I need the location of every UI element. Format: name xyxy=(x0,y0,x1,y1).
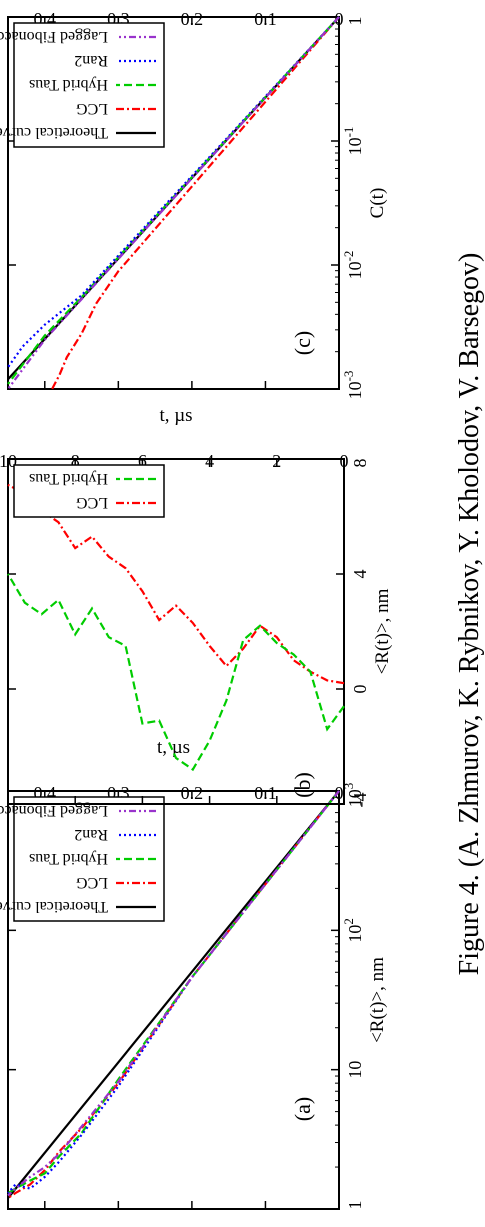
legend-label: Theoretical curve xyxy=(0,124,108,141)
legend-box xyxy=(13,796,165,922)
y-tick-label: 4 xyxy=(350,570,370,579)
series-line-lcg xyxy=(7,790,340,1199)
plot-frame xyxy=(7,458,345,805)
series-line-lcg xyxy=(51,16,340,390)
plot-frame xyxy=(7,16,340,390)
legend-box xyxy=(13,22,165,148)
panel-label: (c) xyxy=(290,331,315,355)
x-axis-label: t, µs xyxy=(157,737,190,758)
x-tick-label: 0.2 xyxy=(181,783,204,803)
x-tick-label: 0 xyxy=(335,783,344,803)
y-tick-label: 8 xyxy=(350,459,370,468)
x-tick-label: 2 xyxy=(272,451,281,471)
y-tick-label: 10-2 xyxy=(341,251,365,280)
x-tick-label: 0.1 xyxy=(254,783,277,803)
legend-label: Ran2 xyxy=(74,826,108,843)
series-line-ran2 xyxy=(7,16,340,368)
y-tick-label: -4 xyxy=(350,793,370,808)
y-tick-label: 10-1 xyxy=(341,127,365,156)
y-axis-label: <R(t)>, nm xyxy=(367,957,388,1043)
panel-label: (a) xyxy=(290,1097,315,1121)
series-line-theoretical-curve xyxy=(7,790,340,1199)
legend-label: Hybrid Taus xyxy=(29,76,108,93)
chart-panel-2: 0 2 4 6 8 10 t, µs -4 0 4 8 <R(t)>, nm (b) LCG Hybrid … xyxy=(0,405,393,808)
y-tick-label: 10-3 xyxy=(341,371,365,400)
series-line-hybrid-taus xyxy=(7,573,345,772)
x-tick-label: 8 xyxy=(71,451,80,471)
legend-label: LCG xyxy=(76,494,108,511)
x-tick-label: 0 xyxy=(340,451,349,471)
y-tick-label: 0 xyxy=(350,685,370,694)
legend-label: LCG xyxy=(76,874,108,891)
series-line-lcg xyxy=(7,483,345,685)
legend-label: Theoretical curve xyxy=(0,898,108,915)
series-line-hybrid-taus xyxy=(7,16,340,385)
x-tick-label: 10 xyxy=(0,451,17,471)
x-tick-label: 0 xyxy=(335,9,344,29)
y-tick-label: 1 xyxy=(345,1201,365,1210)
y-axis-label: C(t) xyxy=(367,188,388,219)
legend-label: Ran2 xyxy=(74,52,108,69)
figure-caption: Figure 4. (A. Zhmurov, K. Rybnikov, Y. K… xyxy=(454,253,485,976)
legend-label: Hybrid Taus xyxy=(29,470,108,487)
x-tick-label: 6 xyxy=(138,451,147,471)
series-line-hybrid-taus xyxy=(7,790,340,1195)
x-tick-label: 4 xyxy=(205,451,214,471)
plot-frame xyxy=(7,790,340,1210)
y-tick-label: 102 xyxy=(341,918,365,943)
x-tick-label: 0.1 xyxy=(254,9,277,29)
legend-label: Hybrid Taus xyxy=(29,850,108,867)
y-tick-label: 103 xyxy=(341,783,365,808)
x-axis-label: t, µs xyxy=(159,405,192,426)
legend: LCG Hybrid Taus xyxy=(13,464,165,518)
panel-label: (b) xyxy=(290,772,315,798)
y-axis-label: <R(t)>, nm xyxy=(372,588,393,674)
y-tick-label: 10 xyxy=(345,1061,365,1079)
y-tick-label: 1 xyxy=(345,17,365,26)
legend-label: Lagged Fibonacci xyxy=(0,28,108,45)
legend-label: Lagged Fibonacci xyxy=(0,802,108,819)
chart-panel-3: 00.10.20.30.4t, µs110-110-210-3C(t)(c)Th… xyxy=(0,9,388,400)
legend: Theoretical curve LCG Hybrid Taus Ran2 Lagge… xyxy=(0,22,165,148)
legend: Theoretical curve LCG Hybrid Taus Ran2 Lagge… xyxy=(0,796,165,922)
legend-label: LCG xyxy=(76,100,108,117)
x-tick-label: 0.2 xyxy=(181,9,204,29)
series-line-lagged-fibonacci xyxy=(7,16,340,390)
